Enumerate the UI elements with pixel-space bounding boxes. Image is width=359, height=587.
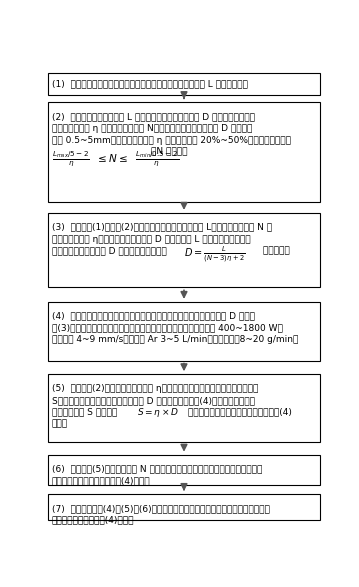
Text: (4)  从损伤沟槽的任一侧开始进行第一道激光熔覆，控制激光光晑直径 D 按照步: (4) 从损伤沟槽的任一侧开始进行第一道激光熔覆，控制激光光晑直径 D 按照步 [52,312,255,321]
Text: 围为 0.5~5mm，所述光晑搭接率 η 的变化范围为 20%~50%。激光熔覆熔道数: 围为 0.5~5mm，所述光晑搭接率 η 的变化范围为 20%~50%。激光熔覆… [52,136,291,144]
Text: (6)  重复步骤(5)，直至完成第 N 道激光熔覆。至此第一层激光熔覆完成。重复操: (6) 重复步骤(5)，直至完成第 N 道激光熔覆。至此第一层激光熔覆完成。重复… [52,464,262,474]
Text: 计算得到。第二道激光熔覆参数与步骤(4): 计算得到。第二道激光熔覆参数与步骤(4) [185,407,292,417]
Text: (3)  根据步骤(1)及步骤(2)中所获得的沟槽宽度变化曲线 L、激光熔覆熔道数 N 及: (3) 根据步骤(1)及步骤(2)中所获得的沟槽宽度变化曲线 L、激光熔覆熔道数… [52,222,272,232]
Text: 中激光熔覆参数与步骤(4)相同。: 中激光熔覆参数与步骤(4)相同。 [52,515,134,525]
FancyBboxPatch shape [48,494,320,520]
Text: 扫描速度 4~9 mm/s、保护气 Ar 3~5 L/min、送粉速率：8~20 g/min。: 扫描速度 4~9 mm/s、保护气 Ar 3~5 L/min、送粉速率：8~20… [52,335,298,345]
Text: 光晑偏移距离 S 根据公式: 光晑偏移距离 S 根据公式 [52,407,120,417]
Text: $\frac{L_{max}/5-2}{\eta}$  $\leq N \leq$  $\frac{L_{min}/0.5-2}{\eta}$: $\frac{L_{max}/5-2}{\eta}$ $\leq N \leq$… [52,149,179,168]
FancyBboxPatch shape [48,73,320,95]
FancyBboxPatch shape [48,302,320,360]
Text: $D = \frac{L}{(N-3)\eta+2}$: $D = \frac{L}{(N-3)\eta+2}$ [184,244,246,264]
FancyBboxPatch shape [48,102,320,201]
Text: 骤(3)所算得的关系曲线而变化。激光熔覆参数范围如下：激光功率 400~1800 W、: 骤(3)所算得的关系曲线而变化。激光熔覆参数范围如下：激光功率 400~1800… [52,323,283,333]
Text: 计算得到。: 计算得到。 [261,247,290,255]
Text: 作过程中激光熔覆参数与步骤(4)相同。: 作过程中激光熔覆参数与步骤(4)相同。 [52,476,150,485]
Text: S，进行第二道激光熔覆，其光晑直径 D 的变化规律与步骤(4)相同。本步骤中的: S，进行第二道激光熔覆，其光晑直径 D 的变化规律与步骤(4)相同。本步骤中的 [52,396,255,405]
Text: $S = \eta \times D$: $S = \eta \times D$ [137,406,179,419]
Text: (2)  根据所测损伤沟槽宽度 L 的变化曲线及激光光斑直径 D 的变化范围选择合: (2) 根据所测损伤沟槽宽度 L 的变化曲线及激光光斑直径 D 的变化范围选择合 [52,112,255,121]
FancyBboxPatch shape [48,213,320,288]
Text: 相同。: 相同。 [52,419,68,429]
Text: ，N 取整数。: ，N 取整数。 [151,146,187,156]
Text: 理的光斑搭接率 η 及激光熔覆熔道数 N。本步骤中的激光光晑直径 D 的变化范: 理的光斑搭接率 η 及激光熔覆熔道数 N。本步骤中的激光光晑直径 D 的变化范 [52,124,252,133]
FancyBboxPatch shape [48,374,320,442]
FancyBboxPatch shape [48,454,320,485]
Text: (5)  按照步骤(2)所确定的光晑搭接率 η，将光晑位置向沟槽另一侧偏移一段距离: (5) 按照步骤(2)所确定的光晑搭接率 η，将光晑位置向沟槽另一侧偏移一段距离 [52,384,258,393]
Text: (7)  重复上述步骤(4)、(5)、(6)，直至完成多层激光熔覆修复工作。重复操作过程: (7) 重复上述步骤(4)、(5)、(6)，直至完成多层激光熔覆修复工作。重复操… [52,504,270,513]
Text: 步骤中的激光光晑直径 D 的变化曲线根据公式: 步骤中的激光光晑直径 D 的变化曲线根据公式 [52,247,169,255]
Text: (1)  使用轮廓仪扫描损伤沟槽的表面轮廓，获得损伤沟槽宽度 L 的变化曲线。: (1) 使用轮廓仪扫描损伤沟槽的表面轮廓，获得损伤沟槽宽度 L 的变化曲线。 [52,79,248,89]
Text: 激光光晑搭接率 η，计算出激光光晑直径 D 随沟槽宽度 L 变化的关系曲线。本: 激光光晑搭接率 η，计算出激光光晑直径 D 随沟槽宽度 L 变化的关系曲线。本 [52,235,251,244]
